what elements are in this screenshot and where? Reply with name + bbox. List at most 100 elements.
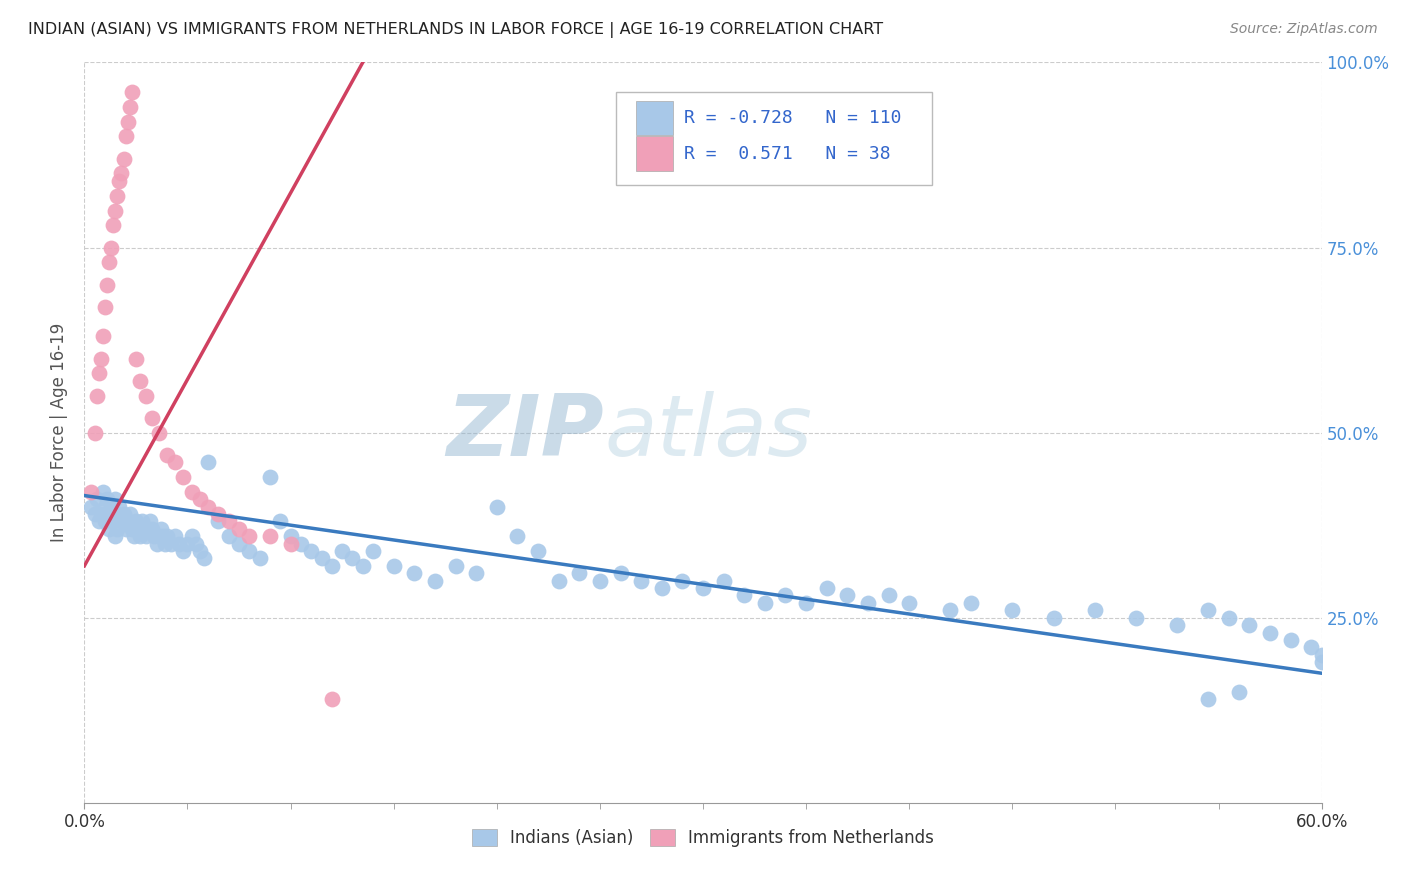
Point <box>794 596 817 610</box>
Point <box>83 425 105 440</box>
Point <box>547 574 569 588</box>
Point <box>1166 618 1188 632</box>
FancyBboxPatch shape <box>616 92 932 185</box>
Point <box>856 596 879 610</box>
Point <box>105 507 128 521</box>
Point <box>129 529 152 543</box>
Point <box>160 536 183 550</box>
Point <box>153 536 176 550</box>
Text: Source: ZipAtlas.com: Source: ZipAtlas.com <box>1230 22 1378 37</box>
Point <box>1125 610 1147 624</box>
Point <box>506 529 529 543</box>
Point <box>651 581 673 595</box>
Point <box>117 114 139 128</box>
Point <box>877 589 900 603</box>
Point <box>775 589 797 603</box>
Point <box>141 522 163 536</box>
Point <box>465 566 488 581</box>
Point <box>444 558 467 573</box>
Point <box>176 536 198 550</box>
Point <box>1197 603 1219 617</box>
Point <box>754 596 776 610</box>
Point <box>139 515 162 529</box>
Point <box>108 174 131 188</box>
Point <box>103 219 125 233</box>
Point <box>118 507 141 521</box>
Legend: Indians (Asian), Immigrants from Netherlands: Indians (Asian), Immigrants from Netherl… <box>465 822 941 854</box>
Point <box>143 529 166 543</box>
Text: ZIP: ZIP <box>446 391 605 475</box>
Point <box>117 515 139 529</box>
Point <box>129 374 152 388</box>
Point <box>83 507 105 521</box>
Point <box>352 558 374 573</box>
Text: INDIAN (ASIAN) VS IMMIGRANTS FROM NETHERLANDS IN LABOR FORCE | AGE 16-19 CORRELA: INDIAN (ASIAN) VS IMMIGRANTS FROM NETHER… <box>28 22 883 38</box>
Point <box>692 581 714 595</box>
Point <box>103 515 125 529</box>
Point <box>134 522 156 536</box>
Text: atlas: atlas <box>605 391 813 475</box>
Point <box>141 410 163 425</box>
Point <box>135 529 157 543</box>
Point <box>1310 648 1333 662</box>
Point <box>100 500 122 514</box>
Point <box>122 529 145 543</box>
Point <box>112 152 135 166</box>
Point <box>127 522 149 536</box>
Point <box>630 574 652 588</box>
Point <box>86 492 108 507</box>
Point <box>114 129 136 144</box>
Point <box>108 500 131 514</box>
Point <box>207 507 229 521</box>
Point <box>180 529 202 543</box>
Point <box>105 522 128 536</box>
Point <box>91 329 114 343</box>
Point <box>671 574 693 588</box>
Point <box>269 515 291 529</box>
Point <box>1310 655 1333 669</box>
Point <box>90 351 112 366</box>
Point <box>94 515 117 529</box>
Point <box>404 566 426 581</box>
Text: R = -0.728   N = 110: R = -0.728 N = 110 <box>685 109 901 127</box>
Point <box>94 500 117 514</box>
Point <box>568 566 591 581</box>
Point <box>197 455 219 469</box>
Point <box>330 544 353 558</box>
Point <box>145 536 167 550</box>
Point <box>311 551 333 566</box>
FancyBboxPatch shape <box>636 101 673 136</box>
Point <box>733 589 755 603</box>
Point <box>152 529 174 543</box>
Point <box>193 551 215 566</box>
Point <box>87 515 110 529</box>
Point <box>104 529 127 543</box>
Point <box>815 581 838 595</box>
Point <box>228 536 250 550</box>
Point <box>156 448 179 462</box>
Point <box>90 507 112 521</box>
Point <box>485 500 508 514</box>
Point <box>125 351 148 366</box>
Point <box>121 522 143 536</box>
Text: R =  0.571   N = 38: R = 0.571 N = 38 <box>685 145 891 162</box>
Point <box>280 529 302 543</box>
Point <box>98 255 121 269</box>
Point <box>218 529 240 543</box>
Point <box>172 470 194 484</box>
Point <box>321 558 343 573</box>
Point <box>1197 692 1219 706</box>
Y-axis label: In Labor Force | Age 16-19: In Labor Force | Age 16-19 <box>51 323 69 542</box>
Point <box>98 522 121 536</box>
Point <box>104 203 127 218</box>
Point <box>87 367 110 381</box>
Point <box>382 558 405 573</box>
Point <box>114 522 136 536</box>
Point <box>1279 632 1302 647</box>
Point <box>148 529 170 543</box>
Point <box>112 507 135 521</box>
Point <box>184 536 207 550</box>
Point <box>167 536 190 550</box>
Point <box>125 515 148 529</box>
Point <box>1227 685 1250 699</box>
